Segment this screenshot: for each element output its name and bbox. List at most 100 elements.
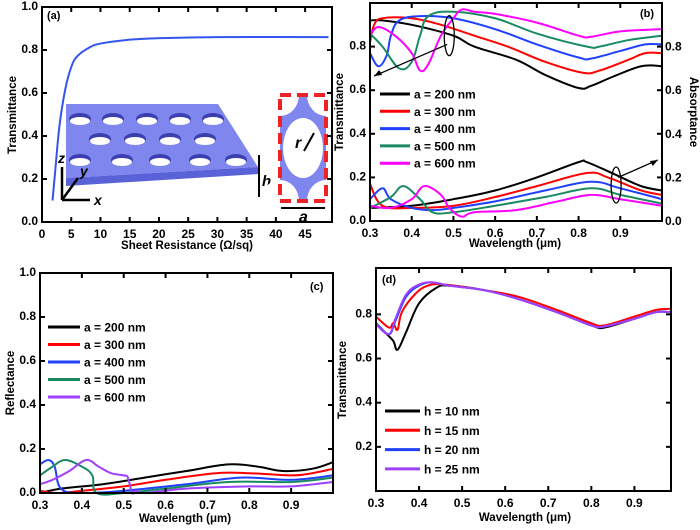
x-tick-label: 0.7 (540, 496, 557, 510)
plot-frame (39, 272, 334, 494)
legend-entry: a = 500 nm (48, 373, 146, 387)
x-tick-label: 0.7 (529, 226, 546, 240)
legend-label: a = 300 nm (84, 338, 146, 352)
plot-frame (41, 6, 333, 223)
y-axis-label-right: Absorptance (687, 77, 699, 147)
x-tick-label: 0.8 (570, 226, 587, 240)
unit-cell-corner-hole (307, 74, 345, 116)
series-line-0 (51, 36, 329, 201)
h-label: h (262, 173, 271, 190)
z-label: z (57, 150, 65, 166)
panel-label: (b) (640, 8, 654, 20)
y-tick-label: 0.0 (21, 214, 38, 228)
arrow-left (373, 43, 448, 77)
r-label: r (295, 135, 302, 152)
x-tick-label: 0.7 (199, 498, 216, 512)
legend-entry: a = 500 nm (380, 139, 476, 153)
plot-frame (369, 2, 663, 222)
legend-label: a = 400 nm (84, 356, 146, 370)
legend-label: a = 400 nm (414, 122, 476, 136)
hole-opening (170, 117, 190, 125)
x-tick-label: 0.8 (241, 498, 258, 512)
legend-label: h = 10 nm (424, 405, 480, 419)
y-label: y (79, 163, 89, 179)
x-tick-label: 40 (269, 227, 283, 241)
y-tick-label: 0.6 (349, 82, 366, 96)
panel-label: (d) (382, 274, 396, 286)
group-ellipse-transmittance (443, 15, 455, 57)
hole-opening (160, 137, 180, 145)
series-line-0 (375, 284, 672, 351)
x-axis-label: Wavelength (μm) (139, 513, 231, 525)
y-right-tick-label: 0.2 (665, 170, 682, 184)
x-tick-label: 0.5 (115, 498, 132, 512)
legend-label: a = 500 nm (84, 373, 146, 387)
absorptance-line-2 (369, 180, 663, 212)
y-tick-label: 0.6 (19, 353, 36, 367)
y-tick-label: 0.2 (19, 441, 36, 455)
absorptance-line-0 (369, 159, 663, 209)
x-tick-label: 0.9 (626, 496, 643, 510)
y-tick-label: 0.6 (21, 85, 38, 99)
series-line-3 (369, 10, 663, 71)
y-axis-label: Transmittance (337, 341, 349, 419)
unit-cell-illustration: ra (261, 74, 345, 226)
x-axis-label: Sheet Resistance (Ω/sq) (121, 240, 253, 252)
x-tick-label: 0.4 (74, 498, 91, 512)
x-tick-label: 0.6 (487, 226, 504, 240)
legend-entry: a = 300 nm (380, 105, 476, 119)
hole-opening (203, 117, 223, 125)
legend-entry: h = 10 nm (385, 405, 480, 419)
y-tick-label: 0.4 (19, 397, 36, 411)
y-axis (60, 177, 80, 201)
y-tick-label: 0.4 (349, 126, 366, 140)
y-axis-label: Reflectance (5, 351, 17, 416)
y-tick-label: 0.4 (355, 395, 372, 409)
sheet-edge (66, 167, 258, 186)
legend-entry: h = 20 nm (385, 443, 480, 457)
x-tick-label: 0.4 (403, 226, 420, 240)
x-tick-label: 0.9 (283, 498, 300, 512)
series-line-1 (375, 283, 672, 332)
x-tick-label: 0.5 (445, 226, 462, 240)
legend-entry: a = 600 nm (380, 157, 476, 171)
x-axis-label: Wavelength (μm) (469, 238, 561, 250)
y-tick-label: 0.0 (19, 485, 36, 499)
panel-d: 0.3 0.4 0.5 0.6 0.7 0.8 0.9 0.2 0.4 0.6 0.8 Wavelen… (337, 267, 672, 524)
x-tick-label: 0.6 (157, 498, 174, 512)
legend-entry: a = 200 nm (48, 321, 146, 335)
legend-label: a = 200 nm (414, 88, 476, 102)
legend-entry: a = 400 nm (380, 122, 476, 136)
x-tick-label: 0.5 (454, 496, 471, 510)
absorptance-line-1 (369, 171, 663, 210)
x-tick-label: 20 (152, 227, 166, 241)
legend-label: h = 25 nm (424, 462, 480, 476)
y-right-tick-label: 0.8 (665, 40, 682, 54)
x-tick-label: 0.6 (497, 496, 514, 510)
hole-opening (137, 117, 157, 125)
hole-opening (70, 117, 90, 125)
arrowhead-left-icon (374, 70, 383, 77)
y-tick-label: 0.4 (21, 128, 38, 142)
y-axis-label: Transmittance (7, 76, 19, 154)
legend-label: h = 15 nm (424, 424, 480, 438)
legend-entry: h = 15 nm (385, 424, 480, 438)
x-tick-label: 5 (68, 227, 75, 241)
y-right-tick-label: 0.4 (665, 127, 682, 141)
x-tick-label: 30 (211, 227, 225, 241)
y-tick-label: 1.0 (19, 265, 36, 279)
x-tick-label: 25 (181, 227, 195, 241)
legend-entry: h = 25 nm (385, 462, 480, 476)
absorptance-line-4 (369, 185, 663, 218)
y-tick-label: 0.8 (19, 309, 36, 323)
x-axis-label: Wavelength (μm) (479, 512, 571, 524)
y-tick-label: 0.2 (355, 439, 372, 453)
y-tick-label: 0.8 (355, 306, 372, 320)
xyz-axes-icon (60, 167, 90, 202)
legend-label: a = 600 nm (84, 391, 146, 405)
legend-entry: a = 300 nm (48, 338, 146, 352)
arrowhead-right-icon (649, 159, 658, 166)
